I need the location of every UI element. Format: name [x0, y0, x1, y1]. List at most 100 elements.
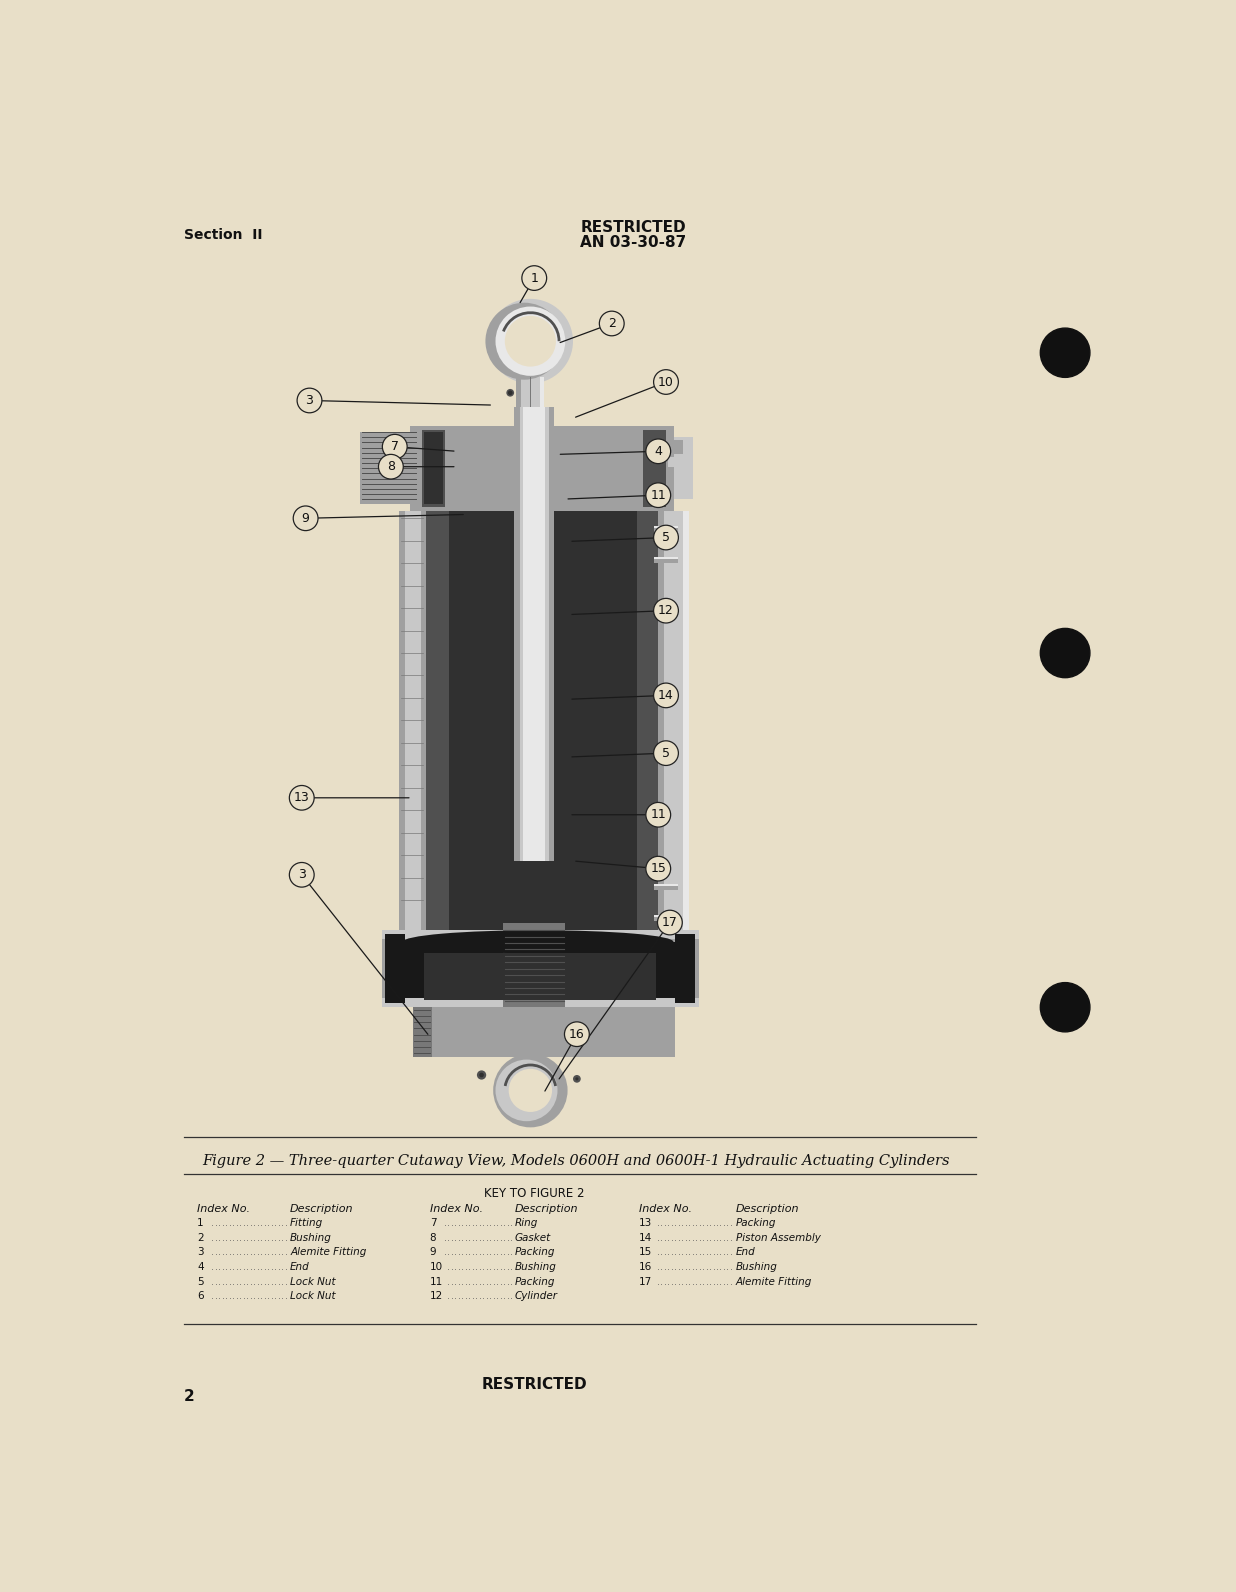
Bar [517, 377, 522, 406]
Text: .: . [712, 1248, 716, 1258]
Bar [399, 511, 405, 930]
Text: .: . [271, 1234, 273, 1243]
Text: .: . [719, 1248, 722, 1258]
Text: 8: 8 [387, 460, 394, 473]
Text: .: . [274, 1277, 277, 1286]
Text: .: . [489, 1293, 492, 1301]
Text: .: . [499, 1293, 503, 1301]
Text: .: . [677, 1248, 681, 1258]
Circle shape [297, 388, 321, 412]
Text: .: . [457, 1248, 461, 1258]
Bar [659, 511, 690, 930]
Bar [399, 511, 425, 930]
Circle shape [496, 307, 565, 376]
Text: .: . [267, 1248, 271, 1258]
Bar [643, 430, 666, 506]
Text: .: . [246, 1262, 250, 1272]
Text: .: . [457, 1219, 461, 1227]
Text: .: . [688, 1262, 691, 1272]
Text: .: . [274, 1219, 277, 1227]
Text: .: . [461, 1248, 465, 1258]
Text: AN 03-30-87: AN 03-30-87 [581, 236, 686, 250]
Text: .: . [447, 1277, 450, 1286]
Text: .: . [465, 1277, 467, 1286]
Text: .: . [472, 1293, 475, 1301]
Text: .: . [222, 1293, 225, 1301]
Text: .: . [253, 1262, 256, 1272]
Text: .: . [688, 1277, 691, 1286]
Text: .: . [695, 1248, 698, 1258]
Text: .: . [510, 1262, 513, 1272]
Text: Description: Description [735, 1204, 800, 1213]
Text: 13: 13 [639, 1218, 653, 1227]
Text: .: . [688, 1248, 691, 1258]
Text: 13: 13 [294, 791, 310, 804]
Text: .: . [660, 1248, 662, 1258]
Text: 4: 4 [654, 444, 662, 458]
Text: .: . [664, 1248, 666, 1258]
Circle shape [646, 439, 671, 463]
Text: .: . [503, 1248, 506, 1258]
Text: .: . [457, 1277, 461, 1286]
Text: .: . [727, 1234, 729, 1243]
Text: .: . [447, 1293, 450, 1301]
Bar [421, 430, 445, 506]
Text: .: . [211, 1262, 214, 1272]
Bar [654, 915, 677, 922]
Text: .: . [476, 1219, 478, 1227]
Text: .: . [497, 1293, 499, 1301]
Text: .: . [232, 1219, 235, 1227]
Text: Gasket: Gasket [515, 1232, 551, 1243]
Circle shape [1041, 629, 1090, 678]
Bar [405, 942, 675, 1003]
Text: .: . [222, 1277, 225, 1286]
Text: .: . [253, 1248, 256, 1258]
Text: .: . [706, 1277, 708, 1286]
Text: .: . [246, 1234, 250, 1243]
Text: .: . [709, 1262, 712, 1272]
Text: .: . [468, 1219, 471, 1227]
Text: .: . [709, 1219, 712, 1227]
Text: .: . [242, 1248, 246, 1258]
Text: .: . [730, 1234, 733, 1243]
Text: .: . [222, 1248, 225, 1258]
Text: .: . [712, 1234, 716, 1243]
Bar [360, 431, 418, 505]
Text: .: . [702, 1277, 705, 1286]
Text: .: . [229, 1234, 232, 1243]
Bar [514, 406, 555, 861]
Text: End: End [290, 1262, 310, 1272]
Text: .: . [219, 1277, 221, 1286]
Text: .: . [271, 1293, 273, 1301]
Text: .: . [253, 1219, 256, 1227]
Circle shape [488, 299, 574, 384]
Text: .: . [476, 1262, 478, 1272]
Text: .: . [695, 1234, 698, 1243]
Text: .: . [510, 1234, 513, 1243]
Text: .: . [667, 1248, 670, 1258]
Bar [654, 557, 677, 564]
Text: .: . [667, 1219, 670, 1227]
Text: 3: 3 [298, 868, 305, 882]
Text: .: . [671, 1277, 674, 1286]
Bar [637, 511, 659, 930]
Text: .: . [246, 1293, 250, 1301]
Text: .: . [468, 1293, 471, 1301]
Text: 7: 7 [430, 1218, 436, 1227]
Text: .: . [692, 1248, 695, 1258]
Text: Section  II: Section II [184, 228, 262, 242]
Text: .: . [493, 1234, 496, 1243]
Text: .: . [482, 1262, 486, 1272]
Text: .: . [229, 1293, 232, 1301]
Text: .: . [503, 1262, 506, 1272]
Text: .: . [267, 1219, 271, 1227]
Text: 5: 5 [662, 747, 670, 759]
Text: .: . [229, 1277, 232, 1286]
Text: 3: 3 [305, 393, 314, 408]
Text: .: . [510, 1248, 513, 1258]
Bar [654, 557, 677, 559]
Text: Lock Nut: Lock Nut [290, 1277, 336, 1286]
Circle shape [496, 1060, 557, 1121]
Text: .: . [503, 1277, 506, 1286]
Bar [684, 511, 690, 930]
